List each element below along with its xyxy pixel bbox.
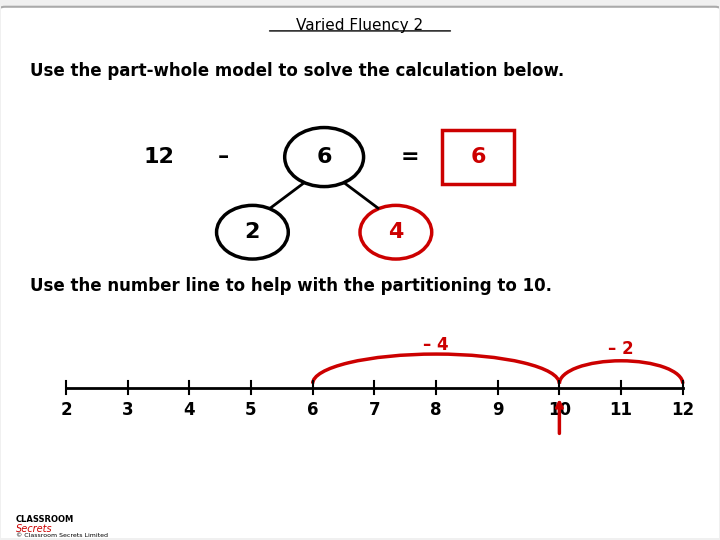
Text: – 4: – 4 (423, 336, 449, 354)
Text: 2: 2 (60, 401, 72, 420)
Text: 10: 10 (548, 401, 571, 420)
Text: 6: 6 (316, 147, 332, 167)
FancyBboxPatch shape (0, 7, 720, 540)
Text: =: = (401, 147, 420, 167)
Text: Secrets: Secrets (16, 523, 53, 534)
FancyBboxPatch shape (443, 130, 514, 184)
Text: 12: 12 (144, 147, 175, 167)
Text: 7: 7 (369, 401, 380, 420)
Text: 8: 8 (431, 401, 442, 420)
Text: Varied Fluency 2: Varied Fluency 2 (297, 18, 423, 33)
Text: –: – (218, 147, 230, 167)
Text: – 2: – 2 (608, 340, 634, 358)
Text: 9: 9 (492, 401, 503, 420)
Text: 3: 3 (122, 401, 133, 420)
Text: 5: 5 (246, 401, 257, 420)
Text: 4: 4 (184, 401, 195, 420)
Text: 6: 6 (307, 401, 318, 420)
Text: 2: 2 (245, 222, 260, 242)
Text: 4: 4 (388, 222, 403, 242)
Text: 11: 11 (610, 401, 633, 420)
Text: © Classroom Secrets Limited: © Classroom Secrets Limited (16, 533, 108, 538)
Text: CLASSROOM: CLASSROOM (16, 515, 74, 524)
Text: Use the part-whole model to solve the calculation below.: Use the part-whole model to solve the ca… (30, 62, 564, 80)
Text: 12: 12 (671, 401, 694, 420)
Text: Use the number line to help with the partitioning to 10.: Use the number line to help with the par… (30, 277, 552, 295)
Text: 6: 6 (471, 147, 486, 167)
